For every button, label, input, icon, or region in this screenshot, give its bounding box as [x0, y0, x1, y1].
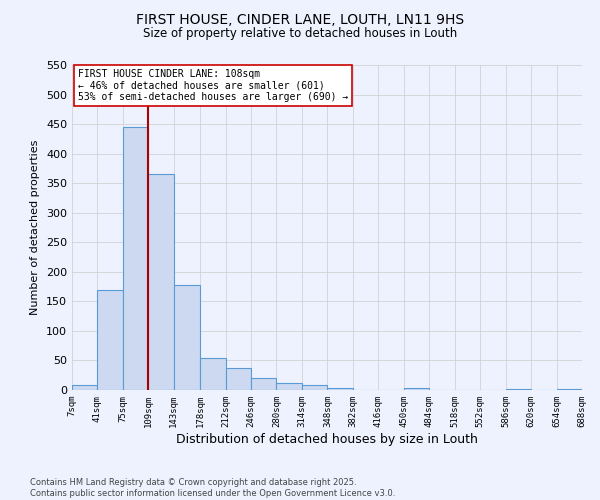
Bar	[404, 388, 429, 390]
Bar	[174, 285, 200, 390]
Bar	[251, 378, 277, 390]
Text: FIRST HOUSE CINDER LANE: 108sqm
← 46% of detached houses are smaller (601)
53% o: FIRST HOUSE CINDER LANE: 108sqm ← 46% of…	[78, 69, 348, 102]
Bar	[302, 386, 328, 390]
Bar	[97, 290, 123, 390]
Y-axis label: Number of detached properties: Number of detached properties	[31, 140, 40, 315]
X-axis label: Distribution of detached houses by size in Louth: Distribution of detached houses by size …	[176, 432, 478, 446]
Bar	[72, 386, 97, 390]
Bar	[123, 127, 148, 390]
Bar	[506, 389, 531, 390]
Bar	[277, 383, 302, 390]
Text: FIRST HOUSE, CINDER LANE, LOUTH, LN11 9HS: FIRST HOUSE, CINDER LANE, LOUTH, LN11 9H…	[136, 12, 464, 26]
Text: Size of property relative to detached houses in Louth: Size of property relative to detached ho…	[143, 28, 457, 40]
Bar	[226, 368, 251, 390]
Bar	[557, 389, 582, 390]
Bar	[328, 388, 353, 390]
Text: Contains HM Land Registry data © Crown copyright and database right 2025.
Contai: Contains HM Land Registry data © Crown c…	[30, 478, 395, 498]
Bar	[200, 358, 226, 390]
Bar	[148, 174, 174, 390]
